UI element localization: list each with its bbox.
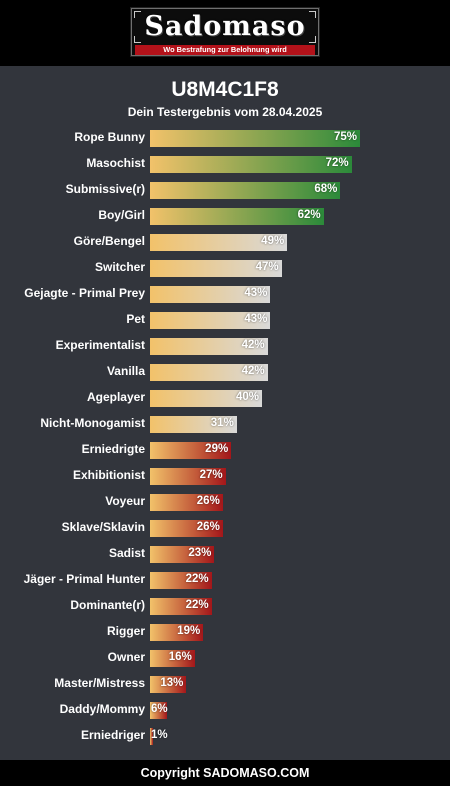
result-bar — [150, 701, 167, 719]
bar-category-label: Switcher — [94, 260, 145, 274]
result-bar-chart: Rope Bunny 75% Masochist 72% Submissive(r) 68… — [23, 129, 360, 745]
bar-value-label: 27% — [199, 469, 223, 481]
bar-value-label: 26% — [196, 495, 220, 507]
result-bar — [150, 545, 215, 563]
bar-category-label: Voyeur — [105, 494, 145, 508]
result-bar — [150, 727, 153, 745]
result-date-subtitle: Dein Testergebnis vom 28.04.2025 — [127, 105, 323, 119]
bar-category-label: Vanilla — [106, 364, 145, 378]
result-bar — [150, 259, 282, 277]
bar-category-label: Boy/Girl — [98, 208, 145, 222]
bar-value-label: 62% — [297, 209, 321, 221]
result-bar — [150, 311, 271, 329]
bar-category-label: Göre/Bengel — [73, 234, 145, 248]
result-bar — [150, 571, 212, 589]
bar-value-label: 40% — [235, 391, 259, 403]
logo-tagline: Wo Bestrafung zur Belohnung wird — [135, 45, 315, 55]
result-bar — [150, 207, 324, 225]
logo-corner-ornament — [134, 11, 141, 18]
result-bar — [150, 363, 268, 381]
result-bar — [150, 285, 271, 303]
bar-value-label: 42% — [241, 339, 265, 351]
result-bar — [150, 597, 212, 615]
bar-category-label: Dominante(r) — [70, 598, 145, 612]
result-bar — [150, 519, 223, 537]
bar-category-label: Exhibitionist — [73, 468, 145, 482]
bar-value-label: 1% — [151, 729, 168, 741]
bar-value-label: 68% — [314, 183, 338, 195]
site-footer: Copyright SADOMASO.COM — [0, 760, 450, 786]
bar-value-label: 19% — [177, 625, 201, 637]
result-bar — [150, 233, 288, 251]
logo-corner-ornament — [309, 36, 316, 43]
site-logo[interactable]: Sadomaso Wo Bestrafung zur Belohnung wir… — [130, 7, 320, 57]
bar-value-label: 6% — [151, 703, 168, 715]
result-bar — [150, 493, 223, 511]
bar-value-label: 22% — [185, 599, 209, 611]
bar-category-label: Rope Bunny — [74, 130, 145, 144]
bar-category-label: Sklave/Sklavin — [61, 520, 145, 534]
bar-value-label: 29% — [205, 443, 229, 455]
result-bar — [150, 155, 352, 173]
bar-value-label: 47% — [255, 261, 279, 273]
bar-value-label: 72% — [325, 157, 349, 169]
bar-category-label: Master/Mistress — [54, 676, 145, 690]
bar-value-label: 22% — [185, 573, 209, 585]
bar-value-label: 75% — [333, 131, 357, 143]
result-bar — [150, 389, 262, 407]
logo-corner-ornament — [309, 11, 316, 18]
bar-value-label: 43% — [244, 313, 268, 325]
bar-category-label: Nicht-Monogamist — [40, 416, 145, 430]
bar-value-label: 16% — [168, 651, 192, 663]
bar-category-label: Gejagte - Primal Prey — [24, 286, 145, 300]
result-code-title: U8M4C1F8 — [171, 78, 279, 101]
bar-category-label: Masochist — [86, 156, 145, 170]
logo-wordmark: Sadomaso — [144, 11, 306, 42]
bar-category-label: Submissive(r) — [65, 182, 145, 196]
bar-value-label: 42% — [241, 365, 265, 377]
bar-category-label: Sadist — [108, 546, 145, 560]
result-bar — [150, 623, 204, 641]
result-bar — [150, 415, 237, 433]
result-bar — [150, 467, 226, 485]
bar-category-label: Rigger — [106, 624, 145, 638]
bar-value-label: 31% — [210, 417, 234, 429]
bar-category-label: Daddy/Mommy — [59, 702, 145, 716]
bar-category-label: Erniedriger — [80, 728, 145, 742]
result-bar — [150, 649, 195, 667]
site-header: Sadomaso Wo Bestrafung zur Belohnung wir… — [0, 0, 450, 66]
bar-category-label: Erniedrigte — [81, 442, 145, 456]
bar-category-label: Experimentalist — [55, 338, 145, 352]
result-bar — [150, 129, 360, 147]
bar-category-label: Pet — [126, 312, 145, 326]
result-bar — [150, 181, 341, 199]
bar-value-label: 49% — [261, 235, 285, 247]
bar-category-label: Ageplayer — [86, 390, 145, 404]
bar-value-label: 43% — [244, 287, 268, 299]
bar-value-label: 26% — [196, 521, 220, 533]
result-bar — [150, 441, 232, 459]
logo-corner-ornament — [134, 36, 141, 43]
result-bar — [150, 337, 268, 355]
copyright-text: Copyright SADOMASO.COM — [140, 766, 310, 780]
bar-category-label: Owner — [107, 650, 145, 664]
bar-value-label: 13% — [160, 677, 184, 689]
result-bar — [150, 675, 187, 693]
bar-category-label: Jäger - Primal Hunter — [23, 572, 145, 586]
bar-value-label: 23% — [188, 547, 212, 559]
